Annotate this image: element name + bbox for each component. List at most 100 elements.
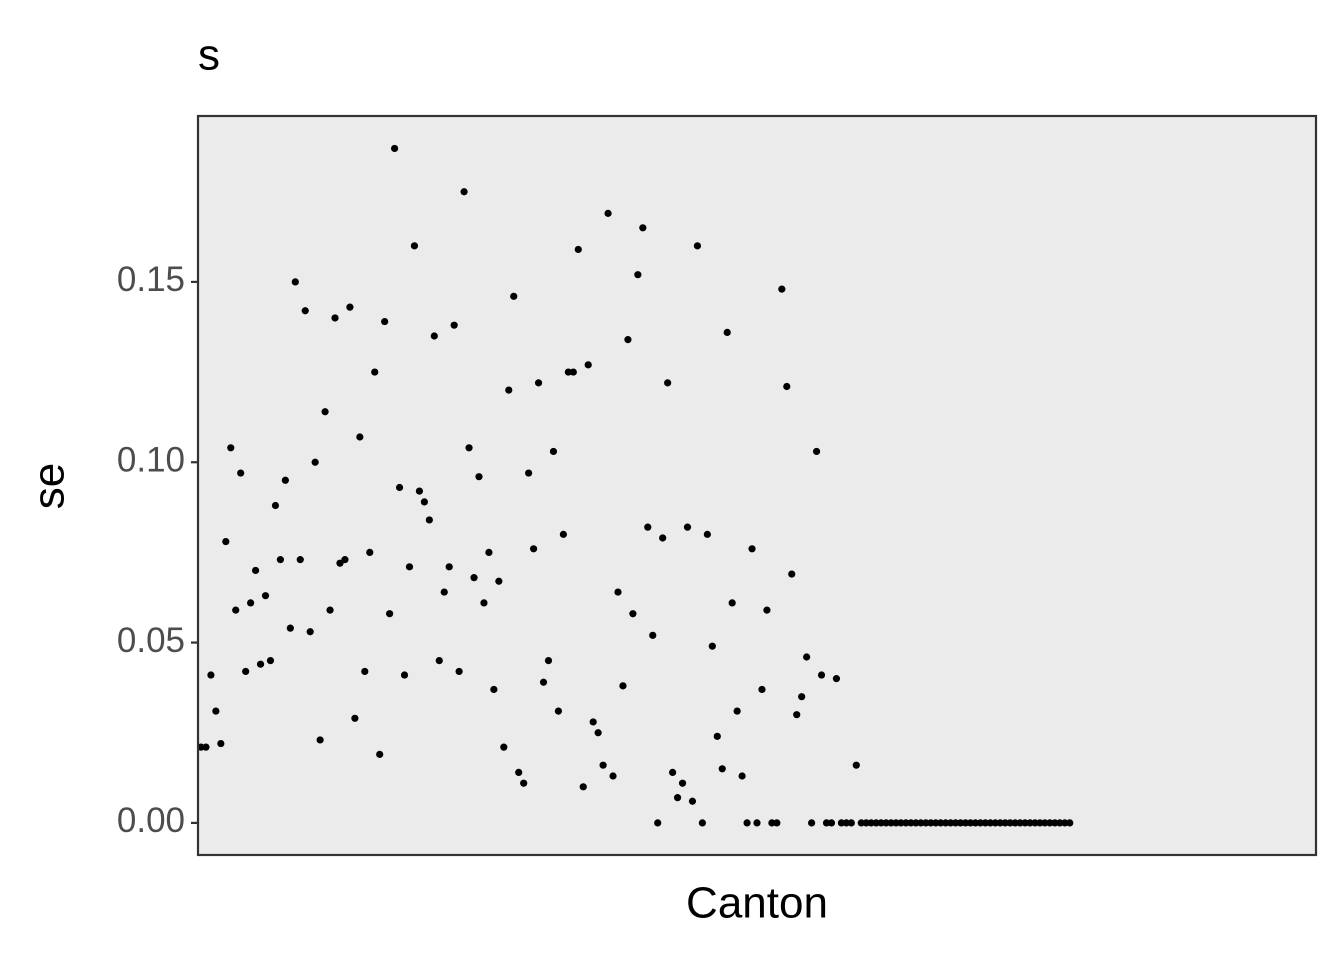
- point: [525, 469, 533, 477]
- point: [1001, 819, 1009, 827]
- point: [495, 577, 503, 585]
- point: [599, 761, 607, 769]
- point: [266, 657, 275, 665]
- point: [470, 574, 478, 582]
- point: [311, 458, 319, 466]
- point: [247, 599, 255, 607]
- point: [465, 444, 473, 452]
- point: [237, 469, 245, 477]
- point: [212, 707, 220, 715]
- point: [500, 743, 508, 751]
- point: [842, 819, 850, 827]
- point: [589, 718, 597, 726]
- point: [897, 819, 905, 827]
- point: [803, 653, 811, 661]
- point: [574, 245, 582, 254]
- point: [703, 530, 711, 538]
- point: [450, 321, 458, 329]
- point: [688, 797, 697, 805]
- point: [386, 610, 394, 618]
- point: [420, 498, 428, 506]
- point: [346, 303, 354, 311]
- point: [773, 819, 781, 827]
- point: [371, 368, 379, 376]
- point: [549, 447, 558, 456]
- point: [927, 819, 935, 827]
- point: [425, 516, 433, 524]
- point: [956, 819, 965, 827]
- point: [743, 819, 751, 827]
- point: [281, 476, 289, 484]
- point: [261, 592, 270, 600]
- point: [381, 317, 389, 326]
- point: [331, 314, 339, 322]
- y-tick-label: 0.00: [117, 801, 185, 840]
- point: [296, 556, 304, 564]
- point: [808, 819, 816, 827]
- y-tick-label: 0.15: [117, 260, 185, 299]
- point: [822, 819, 831, 827]
- point: [276, 556, 285, 564]
- point: [892, 819, 900, 827]
- point: [445, 563, 453, 571]
- y-axis-label: se: [25, 463, 74, 509]
- point: [654, 819, 662, 827]
- point: [669, 768, 677, 777]
- point: [793, 711, 801, 719]
- point: [798, 693, 806, 701]
- point: [1061, 819, 1069, 827]
- point: [1046, 819, 1054, 827]
- y-tick-label: 0.05: [117, 621, 185, 660]
- point: [991, 819, 999, 827]
- point: [693, 242, 702, 250]
- point: [361, 667, 369, 676]
- point: [1026, 819, 1034, 827]
- panel: [198, 116, 1316, 855]
- point: [1041, 819, 1049, 827]
- point: [306, 628, 314, 636]
- point: [718, 765, 726, 773]
- point: [659, 534, 667, 542]
- point: [405, 563, 414, 571]
- point: [301, 307, 309, 315]
- point: [733, 707, 741, 715]
- point: [1066, 819, 1074, 827]
- point: [783, 382, 791, 391]
- point: [644, 523, 652, 531]
- point: [395, 483, 404, 492]
- point: [569, 368, 577, 376]
- point: [1056, 819, 1064, 827]
- point: [932, 819, 940, 827]
- point: [559, 530, 567, 538]
- point: [1051, 819, 1059, 827]
- point: [579, 783, 587, 791]
- point: [539, 678, 548, 686]
- point: [942, 819, 950, 827]
- point: [837, 819, 845, 827]
- point: [544, 657, 553, 665]
- point: [917, 819, 925, 827]
- point: [400, 671, 409, 679]
- point: [907, 819, 915, 827]
- point: [951, 819, 960, 827]
- point: [217, 739, 225, 748]
- point: [827, 819, 836, 827]
- point: [857, 819, 865, 827]
- y-tick-label: 0.10: [117, 440, 185, 479]
- point: [723, 328, 731, 336]
- point: [356, 433, 364, 441]
- point: [594, 729, 602, 737]
- point: [649, 631, 657, 639]
- x-axis-label: Canton: [686, 879, 828, 928]
- point: [887, 819, 895, 827]
- point: [981, 819, 989, 827]
- point: [629, 610, 637, 618]
- point: [619, 682, 627, 690]
- point: [713, 732, 721, 740]
- point: [1011, 819, 1019, 827]
- point: [728, 599, 736, 607]
- point: [534, 379, 543, 387]
- point: [251, 566, 260, 575]
- point: [435, 657, 443, 665]
